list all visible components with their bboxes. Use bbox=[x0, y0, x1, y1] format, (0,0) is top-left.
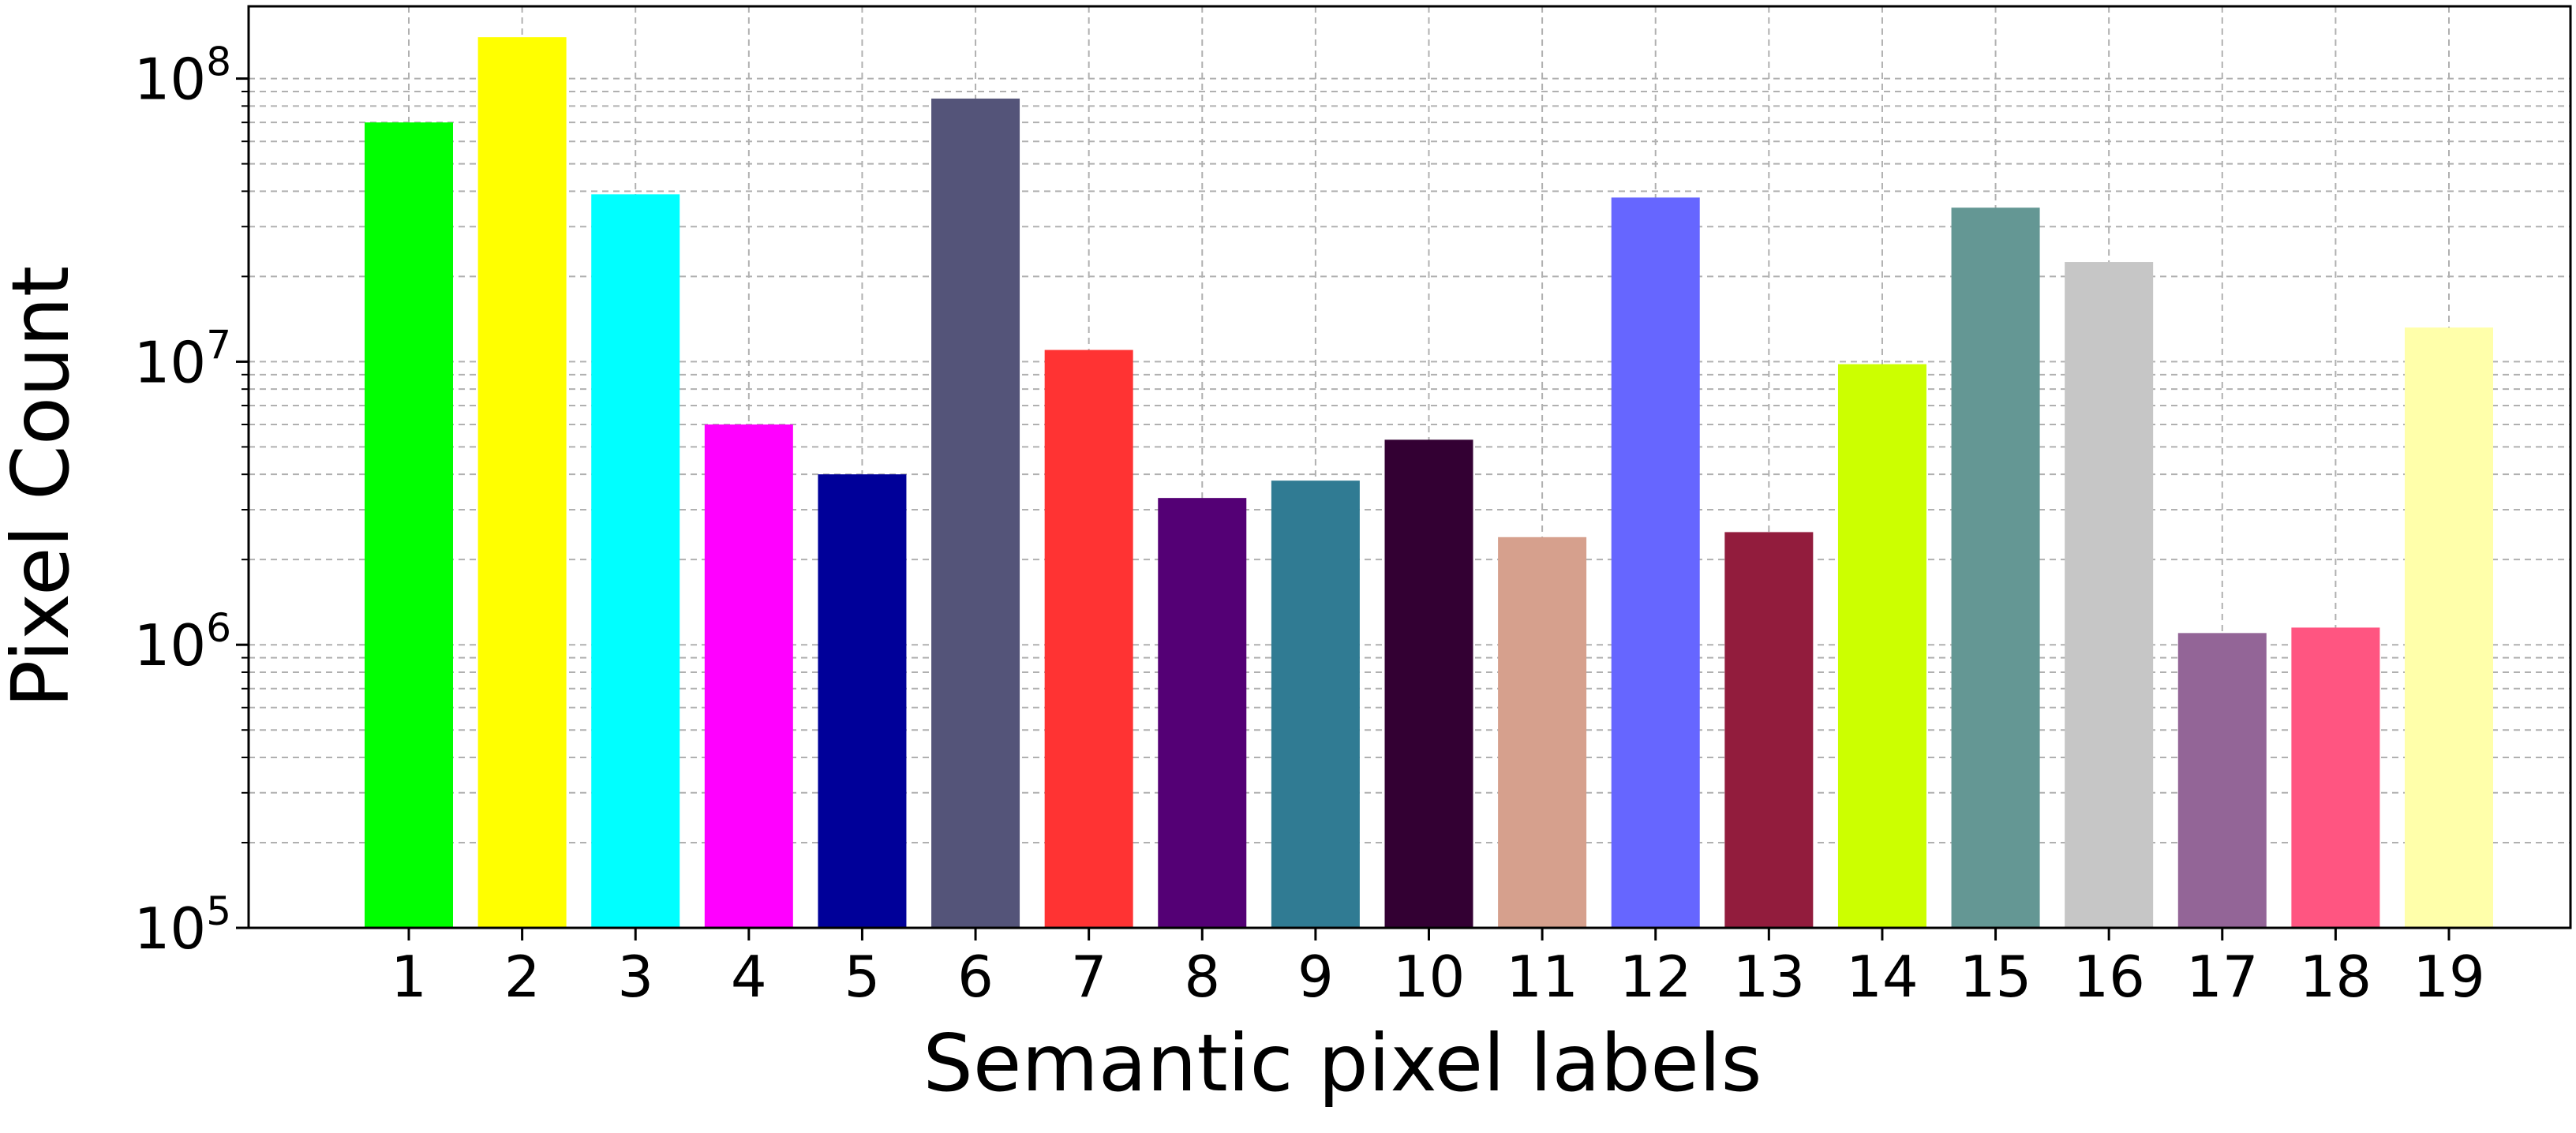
x-tick-label: 4 bbox=[731, 944, 767, 1010]
x-tick-label: 5 bbox=[844, 944, 881, 1010]
x-tick-label: 8 bbox=[1184, 944, 1220, 1010]
y-tick-label: 105 bbox=[134, 888, 231, 962]
x-tick-label: 18 bbox=[2300, 944, 2372, 1010]
bar-19 bbox=[2405, 327, 2493, 929]
y-tick-label: 107 bbox=[134, 322, 231, 395]
bars bbox=[365, 37, 2493, 929]
y-tick-label: 108 bbox=[134, 39, 231, 113]
bar-16 bbox=[2065, 262, 2154, 928]
x-axis-title: Semantic pixel labels bbox=[923, 1017, 1762, 1109]
x-tick-label: 9 bbox=[1297, 944, 1334, 1010]
x-tick-label: 6 bbox=[957, 944, 994, 1010]
x-tick-label: 14 bbox=[1846, 944, 1919, 1010]
x-tick-label: 11 bbox=[1506, 944, 1578, 1010]
x-tick-label: 7 bbox=[1071, 944, 1107, 1010]
x-tick-label: 2 bbox=[504, 944, 541, 1010]
bar-6 bbox=[931, 98, 1020, 928]
plot-frame bbox=[247, 5, 2572, 929]
bar-7 bbox=[1044, 350, 1133, 928]
bar-14 bbox=[1837, 364, 1926, 928]
x-tick-label: 16 bbox=[2072, 944, 2145, 1010]
bar-17 bbox=[2177, 633, 2267, 928]
bar-12 bbox=[1611, 197, 1700, 928]
x-axis: 1 2 3 4 5 6 7 8 9 10 11 12 13 14 15 16 17 18 19 bbox=[391, 928, 2485, 1010]
x-tick-label: 15 bbox=[1960, 944, 2032, 1010]
y-axis-title: Pixel Count bbox=[0, 266, 87, 708]
bar-15 bbox=[1951, 208, 2040, 928]
bar-1 bbox=[365, 122, 453, 928]
y-tick-label: 106 bbox=[134, 605, 231, 679]
y-axis: 105 106 107 108 bbox=[134, 39, 249, 962]
x-tick-label: 17 bbox=[2186, 944, 2259, 1010]
bar-3 bbox=[591, 194, 680, 929]
bar-10 bbox=[1384, 439, 1473, 928]
x-tick-label: 13 bbox=[1733, 944, 1806, 1010]
bar-4 bbox=[704, 424, 793, 928]
bar-8 bbox=[1158, 498, 1247, 928]
bar-13 bbox=[1724, 532, 1814, 928]
bar-2 bbox=[477, 37, 567, 929]
bar-18 bbox=[2291, 627, 2380, 928]
x-tick-label: 19 bbox=[2413, 944, 2485, 1010]
bar-5 bbox=[818, 474, 907, 928]
x-tick-label: 1 bbox=[391, 944, 427, 1010]
x-tick-label: 10 bbox=[1393, 944, 1466, 1010]
bar-9 bbox=[1271, 480, 1360, 928]
bar-11 bbox=[1498, 537, 1587, 928]
x-tick-label: 12 bbox=[1619, 944, 1692, 1010]
x-tick-label: 3 bbox=[617, 944, 653, 1010]
